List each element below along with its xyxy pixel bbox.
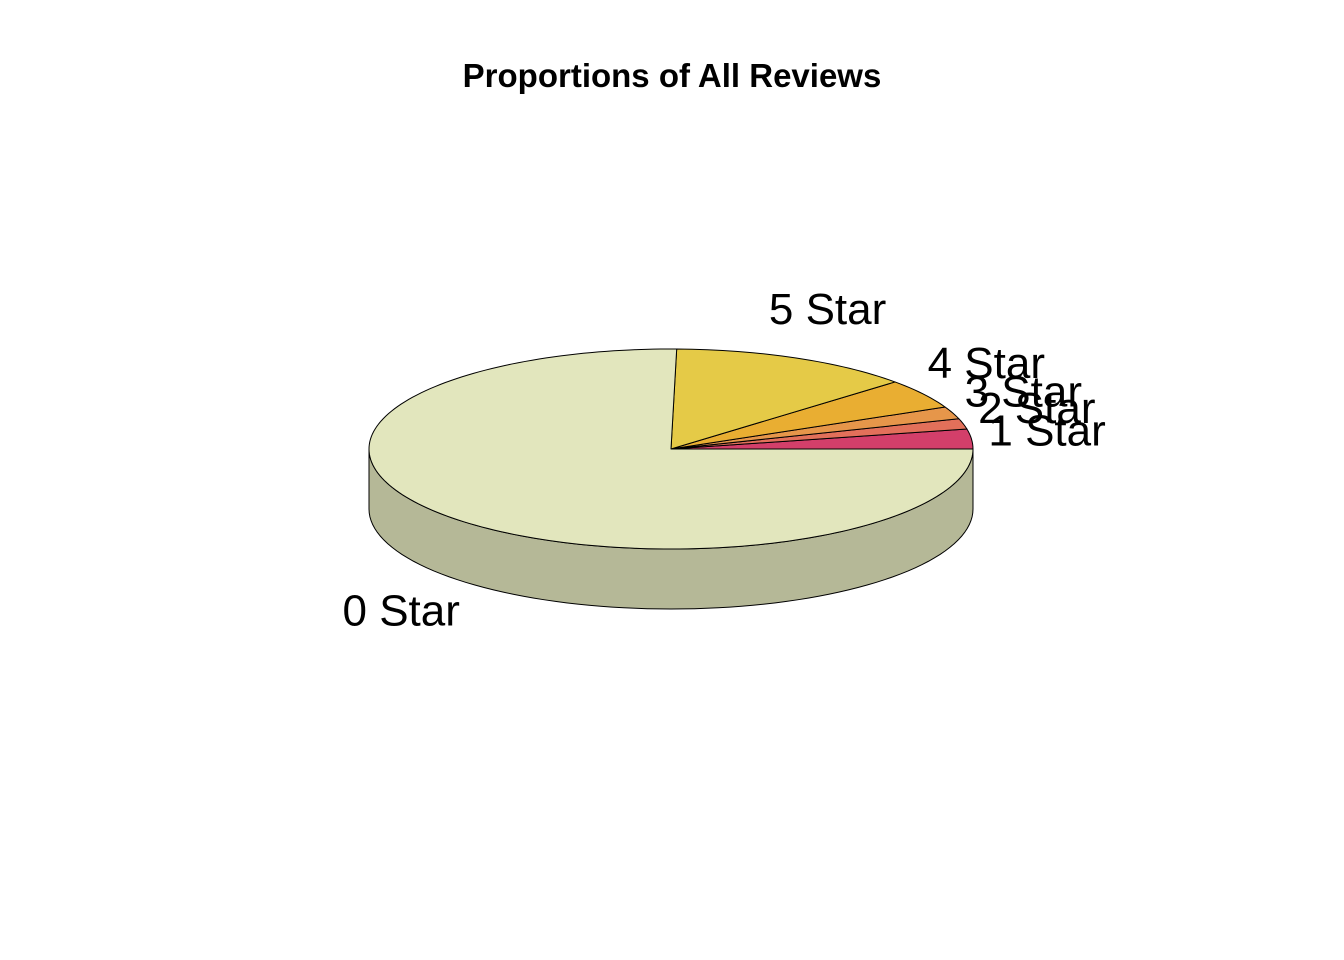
slice-label-0-star: 0 Star [343, 587, 460, 636]
pie-slice-3-star [670, 406, 960, 450]
chart-title: Proportions of All Reviews [462, 57, 882, 94]
slice-label-2-star: 2 Star [978, 384, 1095, 433]
pie-slice-0-star [368, 348, 974, 550]
slice-label-3-star: 3 Star [965, 367, 1082, 416]
slice-label-1-star: 1 Star [988, 407, 1105, 456]
slice-label-5-star: 5 Star [769, 285, 886, 334]
pie-slice-4-star [670, 381, 946, 450]
pie-slice-5-star [670, 348, 896, 450]
slice-label-4-star: 4 Star [928, 339, 1045, 388]
pie-top-layer [368, 348, 974, 550]
